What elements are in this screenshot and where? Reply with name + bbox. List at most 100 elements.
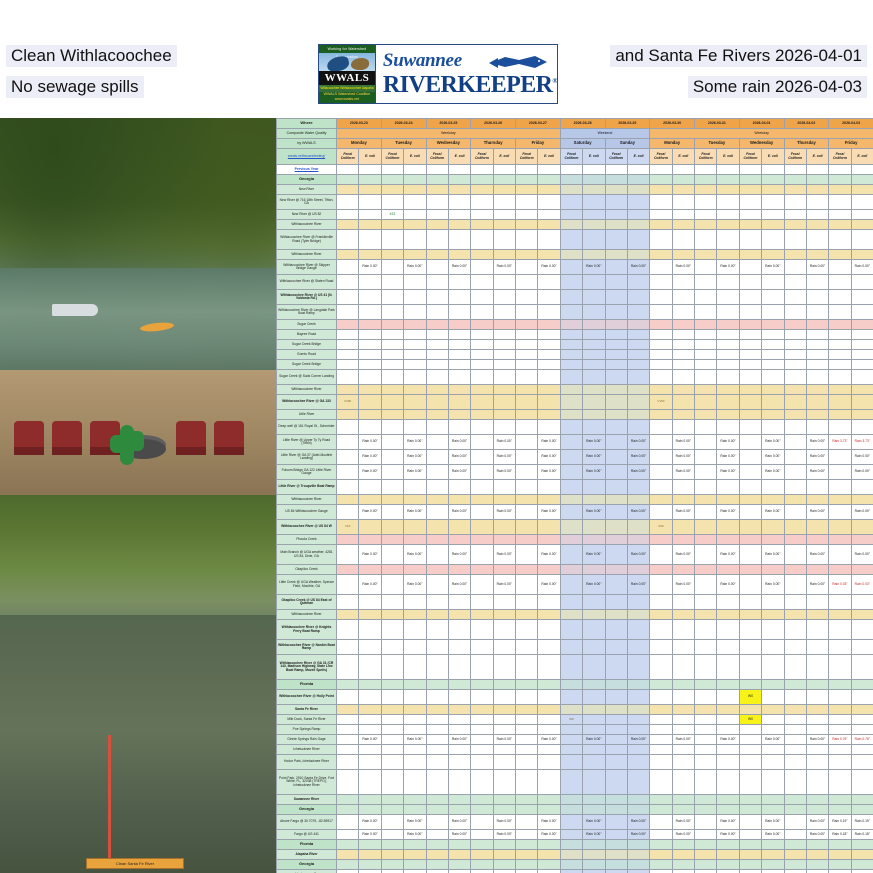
fecal-coliform-cell[interactable] xyxy=(380,504,405,520)
ecoli-cell[interactable] xyxy=(671,289,696,305)
ecoli-cell[interactable] xyxy=(358,229,382,250)
fecal-coliform-cell[interactable] xyxy=(335,689,360,705)
fecal-coliform-cell[interactable] xyxy=(559,619,584,640)
ecoli-cell[interactable] xyxy=(626,494,651,505)
fecal-coliform-cell[interactable] xyxy=(470,329,494,340)
ecoli-cell[interactable] xyxy=(358,174,382,185)
fecal-coliform-cell[interactable] xyxy=(559,249,584,260)
ecoli-cell[interactable] xyxy=(447,594,472,610)
ecoli-cell[interactable] xyxy=(716,479,740,495)
table-row[interactable]: Poe Springs Ramp xyxy=(276,724,873,735)
fecal-coliform-cell[interactable] xyxy=(783,219,807,230)
ecoli-cell[interactable]: Rain 0.00" xyxy=(537,814,561,830)
fecal-coliform-cell[interactable] xyxy=(693,744,718,755)
ecoli-cell[interactable] xyxy=(716,339,740,350)
ecoli-cell[interactable] xyxy=(716,219,740,230)
fecal-coliform-cell[interactable] xyxy=(783,394,807,410)
table-row[interactable]: Withlacoochee River @ Holly Point W0 xyxy=(276,689,873,705)
date-header-2026-03-27[interactable]: 2026-03-27 xyxy=(515,118,561,129)
ecoli-cell[interactable] xyxy=(492,639,517,655)
fecal-coliform-cell[interactable] xyxy=(604,419,628,435)
ecoli-cell[interactable] xyxy=(403,249,427,260)
fecal-coliform-cell[interactable]: Rain 0.76" xyxy=(828,734,852,745)
ecoli-cell[interactable]: Rain 0.00" xyxy=(358,544,382,565)
ecoli-cell[interactable]: Rain 0.00" xyxy=(850,544,873,565)
fecal-coliform-cell[interactable] xyxy=(783,349,807,360)
ecoli-cell[interactable] xyxy=(805,394,830,410)
fecal-coliform-cell[interactable] xyxy=(335,219,360,230)
fecal-coliform-cell[interactable] xyxy=(514,869,539,873)
fecal-coliform-cell[interactable] xyxy=(828,804,852,815)
fecal-coliform-cell[interactable] xyxy=(604,639,628,655)
fecal-coliform-cell[interactable] xyxy=(425,754,449,770)
fecal-coliform-cell[interactable] xyxy=(828,289,852,305)
fecal-coliform-cell[interactable] xyxy=(738,259,763,275)
ecoli-cell[interactable]: Rain 0.00" xyxy=(805,259,830,275)
ecoli-cell[interactable] xyxy=(537,794,561,805)
fecal-coliform-cell[interactable] xyxy=(380,754,405,770)
fecal-coliform-cell[interactable] xyxy=(514,564,539,575)
fecal-coliform-cell[interactable] xyxy=(828,274,852,290)
ecoli-cell[interactable] xyxy=(761,219,785,230)
ecoli-cell[interactable] xyxy=(582,174,606,185)
ecoli-cell[interactable] xyxy=(403,304,427,320)
fecal-coliform-cell[interactable] xyxy=(693,794,718,805)
fecal-coliform-cell[interactable] xyxy=(380,219,405,230)
fecal-coliform-cell[interactable] xyxy=(783,769,807,795)
fecal-coliform-cell[interactable]: W0 xyxy=(738,689,763,705)
ecoli-cell[interactable] xyxy=(537,689,561,705)
ecoli-cell[interactable] xyxy=(671,369,696,385)
ecoli-cell[interactable] xyxy=(582,839,606,850)
ecoli-cell[interactable] xyxy=(492,519,517,535)
ecoli-cell[interactable] xyxy=(850,689,873,705)
fecal-coliform-cell[interactable] xyxy=(828,714,852,725)
fecal-coliform-cell[interactable] xyxy=(604,594,628,610)
fecal-coliform-cell[interactable] xyxy=(335,534,360,545)
ecoli-cell[interactable] xyxy=(805,274,830,290)
ecoli-cell[interactable] xyxy=(850,479,873,495)
fecal-coliform-cell[interactable] xyxy=(335,814,360,830)
ecoli-cell[interactable] xyxy=(492,229,517,250)
ecoli-cell[interactable] xyxy=(805,369,830,385)
ecoli-cell[interactable] xyxy=(537,714,561,725)
ecoli-cell[interactable] xyxy=(403,744,427,755)
fecal-coliform-cell[interactable] xyxy=(649,479,673,495)
fecal-coliform-cell[interactable] xyxy=(604,689,628,705)
fecal-coliform-cell[interactable] xyxy=(604,479,628,495)
fecal-coliform-cell[interactable] xyxy=(470,804,494,815)
fecal-coliform-cell[interactable] xyxy=(470,434,494,450)
fecal-coliform-cell[interactable] xyxy=(425,289,449,305)
fecal-coliform-cell[interactable] xyxy=(693,494,718,505)
fecal-coliform-cell[interactable] xyxy=(783,859,807,870)
ecoli-cell[interactable]: Rain 0.03" xyxy=(850,574,873,595)
fecal-coliform-cell[interactable]: Rain 3.73" xyxy=(828,434,852,450)
fecal-coliform-cell[interactable] xyxy=(649,679,673,690)
fecal-coliform-cell[interactable] xyxy=(470,754,494,770)
fecal-coliform-cell[interactable] xyxy=(783,639,807,655)
fecal-coliform-cell[interactable] xyxy=(649,369,673,385)
fecal-coliform-cell[interactable] xyxy=(425,249,449,260)
ecoli-cell[interactable] xyxy=(761,619,785,640)
fecal-coliform-cell[interactable] xyxy=(559,494,584,505)
ecoli-cell[interactable] xyxy=(447,419,472,435)
fecal-coliform-cell[interactable] xyxy=(559,184,584,195)
fecal-coliform-cell[interactable] xyxy=(470,319,494,330)
previous-year-cell[interactable] xyxy=(604,164,628,175)
ecoli-cell[interactable] xyxy=(403,184,427,195)
fecal-coliform-cell[interactable] xyxy=(693,394,718,410)
ecoli-cell[interactable] xyxy=(447,339,472,350)
fecal-coliform-cell[interactable] xyxy=(425,829,449,840)
ecoli-cell[interactable] xyxy=(850,654,873,680)
ecoli-cell[interactable] xyxy=(850,209,873,220)
ecoli-cell[interactable] xyxy=(671,679,696,690)
fecal-coliform-cell[interactable] xyxy=(783,504,807,520)
ecoli-cell[interactable] xyxy=(403,609,427,620)
ecoli-cell[interactable] xyxy=(492,689,517,705)
fecal-coliform-cell[interactable] xyxy=(425,369,449,385)
fecal-coliform-cell[interactable]: Rain 0.03" xyxy=(828,574,852,595)
fecal-coliform-cell[interactable] xyxy=(783,724,807,735)
table-row[interactable]: Withlacoochee River @ Langdale Park Boat… xyxy=(276,304,873,320)
fecal-coliform-cell[interactable] xyxy=(828,339,852,350)
ecoli-cell[interactable] xyxy=(850,369,873,385)
ecoli-cell[interactable] xyxy=(761,409,785,420)
